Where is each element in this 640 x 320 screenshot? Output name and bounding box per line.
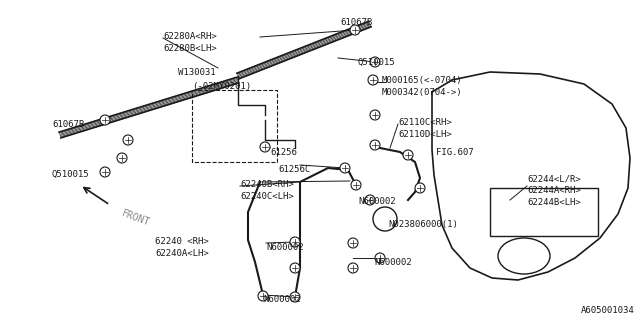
Text: A605001034: A605001034 (581, 306, 635, 315)
Circle shape (368, 75, 378, 85)
Text: M000165(<-0704): M000165(<-0704) (382, 76, 463, 85)
Text: M000342(0704->): M000342(0704->) (382, 88, 463, 97)
Text: 62244B<LH>: 62244B<LH> (527, 198, 580, 207)
Circle shape (117, 153, 127, 163)
Circle shape (370, 110, 380, 120)
Circle shape (348, 238, 358, 248)
Text: N600002: N600002 (358, 197, 396, 206)
Text: 62244A<RH>: 62244A<RH> (527, 186, 580, 195)
Circle shape (100, 167, 110, 177)
Text: FIG.607: FIG.607 (436, 148, 474, 157)
Text: 62240C<LH>: 62240C<LH> (240, 192, 294, 201)
Circle shape (100, 115, 110, 125)
Circle shape (403, 150, 413, 160)
Circle shape (415, 183, 425, 193)
Bar (490, 188, 598, 236)
Text: Q510015: Q510015 (358, 58, 396, 67)
Text: 62244<L/R>: 62244<L/R> (527, 174, 580, 183)
Circle shape (258, 291, 268, 301)
Circle shape (290, 237, 300, 247)
Text: FRONT: FRONT (120, 208, 151, 228)
Circle shape (370, 140, 380, 150)
Text: 62280A<RH>: 62280A<RH> (163, 32, 217, 41)
Text: 62110C<RH>: 62110C<RH> (398, 118, 452, 127)
Text: (-02MY0201): (-02MY0201) (192, 82, 251, 91)
Text: N600002: N600002 (266, 243, 303, 252)
Circle shape (123, 135, 133, 145)
Circle shape (260, 142, 270, 152)
Circle shape (375, 253, 385, 263)
Text: 61067B: 61067B (340, 18, 372, 27)
Text: N600002: N600002 (263, 295, 301, 304)
Circle shape (351, 180, 361, 190)
Circle shape (290, 263, 300, 273)
Circle shape (348, 263, 358, 273)
Text: 62240B<RH>: 62240B<RH> (240, 180, 294, 189)
Circle shape (350, 25, 360, 35)
Text: 62280B<LH>: 62280B<LH> (163, 44, 217, 53)
Circle shape (340, 163, 350, 173)
Circle shape (365, 195, 375, 205)
Text: 61256: 61256 (270, 148, 297, 157)
Text: N023806000(1): N023806000(1) (388, 220, 458, 229)
Text: 61067B: 61067B (52, 120, 84, 129)
Bar (192, 90, 277, 162)
Text: 61256C: 61256C (278, 165, 310, 174)
Circle shape (370, 57, 380, 67)
Text: Q510015: Q510015 (52, 170, 90, 179)
Circle shape (290, 292, 300, 302)
Text: 62240 <RH>: 62240 <RH> (155, 237, 209, 246)
Text: N600002: N600002 (374, 258, 412, 267)
Text: 62110D<LH>: 62110D<LH> (398, 130, 452, 139)
Text: W130031: W130031 (178, 68, 216, 77)
Ellipse shape (498, 238, 550, 274)
Text: 62240A<LH>: 62240A<LH> (155, 249, 209, 258)
